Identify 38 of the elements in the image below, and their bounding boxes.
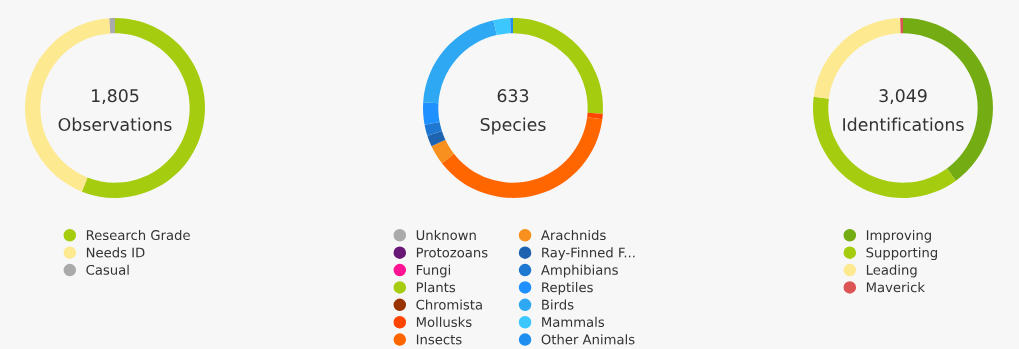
legend-label: Leading [866, 264, 917, 278]
legend-label: Maverick [866, 282, 925, 293]
legend-label: Unknown [416, 229, 476, 241]
legend-label: Mammals [542, 316, 605, 328]
donut-slice [510, 18, 513, 34]
text: Observations [58, 117, 172, 132]
legend-label: Chromista [416, 299, 482, 310]
legend-label: Research Grade [86, 229, 190, 241]
donut-slice [427, 131, 446, 147]
text: Identifications [843, 117, 964, 132]
legend-label: Improving [866, 229, 931, 243]
donut-slice [423, 20, 497, 104]
legend-label: Protozoans [416, 247, 488, 258]
legend-label: Insects [416, 334, 462, 345]
legend-label: Other Animals [541, 334, 635, 345]
donut-slice [424, 122, 442, 136]
donut-slice [587, 112, 603, 120]
donut-slice [900, 18, 903, 34]
legend-label: Casual [86, 264, 129, 275]
legend-label: Birds [542, 299, 574, 310]
legend-label: Plants [416, 282, 456, 293]
donut-slice [431, 139, 454, 164]
legend-label: Amphibians [541, 264, 618, 278]
legend-label: Supporting [866, 247, 937, 261]
donut-slice [493, 18, 511, 36]
text: Species [480, 117, 546, 135]
legend-label: Arachnids [541, 229, 606, 241]
text: 633 [497, 89, 529, 103]
text: 1,805 [92, 89, 139, 105]
legend-label: Needs ID [86, 247, 145, 258]
text: 3,049 [879, 89, 927, 105]
donut-slice [441, 117, 603, 198]
donut-slice [423, 102, 440, 125]
legend-label: Fungi [416, 264, 451, 278]
legend-label: Mollusks [416, 316, 472, 328]
legend-label: Reptiles [542, 282, 593, 295]
donut-slice [109, 18, 115, 34]
legend-label: Ray-Finned F... [542, 247, 635, 261]
